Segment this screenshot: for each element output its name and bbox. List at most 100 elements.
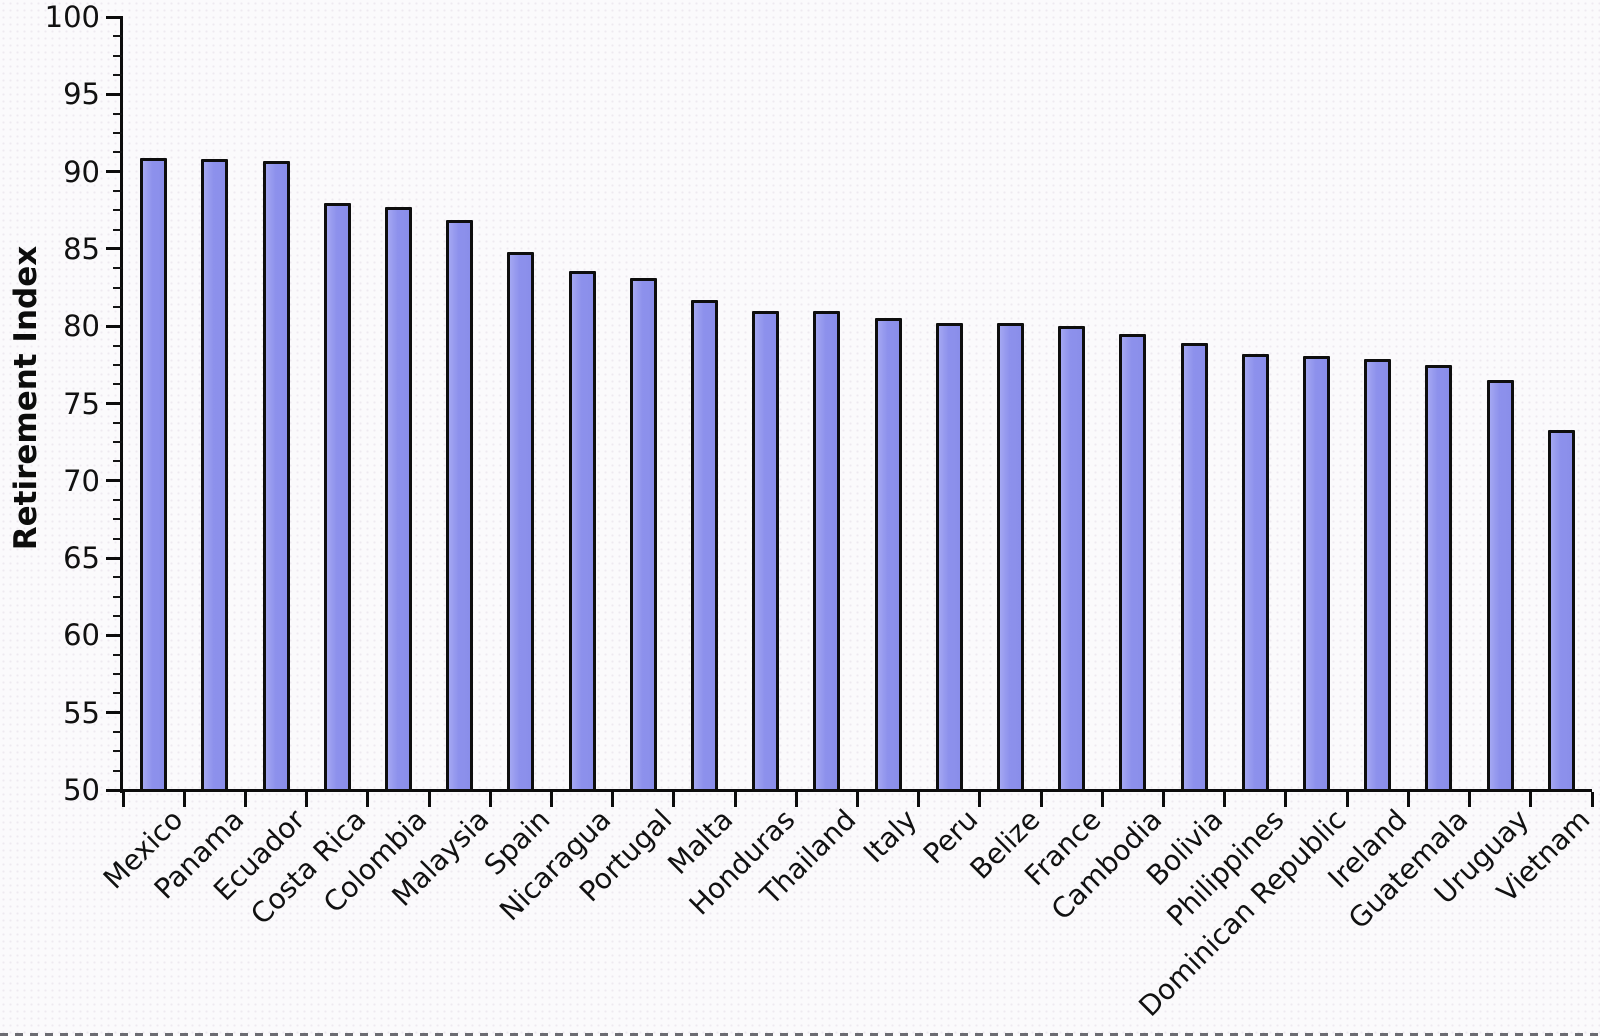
y-minor-tick: [113, 518, 122, 521]
x-tick: [733, 792, 737, 807]
x-tick: [917, 792, 921, 807]
y-tick-label: 75: [63, 386, 100, 421]
y-minor-tick: [113, 305, 122, 308]
y-minor-tick: [113, 421, 122, 424]
x-tick: [856, 792, 859, 807]
y-tick-label: 85: [63, 231, 100, 266]
bar-mexico: [140, 157, 168, 792]
y-minor-tick: [113, 595, 122, 598]
bar-malaysia: [446, 219, 474, 792]
y-tick-label: 60: [63, 618, 100, 653]
bar-spain: [507, 251, 535, 792]
x-tick: [305, 792, 309, 807]
y-tick-label: 80: [63, 309, 100, 344]
x-tick: [611, 792, 615, 807]
x-tick: [121, 792, 125, 807]
bar-uruguay: [1486, 380, 1514, 792]
y-minor-tick: [113, 537, 122, 540]
x-tick: [794, 792, 798, 807]
y-minor-tick: [113, 615, 122, 618]
x-tick: [366, 792, 370, 807]
y-minor-tick: [113, 112, 122, 115]
x-tick: [1406, 792, 1410, 807]
bar-portugal: [629, 278, 657, 792]
x-tick: [978, 792, 982, 807]
bar-guatemala: [1425, 364, 1453, 792]
y-major-tick: [106, 170, 120, 174]
y-minor-tick: [113, 344, 122, 347]
y-axis-line: [120, 16, 123, 793]
x-tick: [427, 792, 431, 807]
y-tick-label: 95: [63, 77, 100, 112]
y-major-tick: [106, 788, 120, 792]
x-tick: [243, 792, 247, 807]
y-minor-tick: [113, 151, 122, 154]
x-tick: [549, 792, 553, 807]
x-axis-line: [120, 789, 1592, 792]
y-major-tick: [106, 92, 120, 96]
x-tick: [182, 792, 186, 807]
y-minor-tick: [113, 750, 122, 753]
y-tick-label: 100: [44, 0, 100, 34]
x-tick: [1223, 792, 1227, 807]
x-tick: [1468, 792, 1472, 807]
y-minor-tick: [113, 576, 122, 579]
bar-france: [1058, 326, 1086, 792]
y-major-tick: [106, 711, 120, 715]
figure-bottom-edge: [0, 1033, 1600, 1036]
bar-panama: [201, 159, 229, 792]
y-minor-tick: [113, 460, 122, 463]
y-minor-tick: [113, 35, 122, 38]
y-tick-label: 70: [63, 463, 100, 498]
y-minor-tick: [113, 731, 122, 734]
y-tick-label: 50: [63, 773, 100, 807]
bar-philippines: [1241, 354, 1269, 792]
x-tick: [1039, 792, 1043, 807]
y-tick-label: 55: [63, 695, 100, 730]
y-minor-tick: [113, 54, 122, 57]
y-minor-tick: [113, 189, 122, 192]
bar-thailand: [813, 310, 841, 792]
y-tick-label: 65: [63, 541, 100, 576]
y-minor-tick: [113, 209, 122, 212]
bar-vietnam: [1547, 429, 1575, 792]
bar-colombia: [384, 207, 412, 792]
y-minor-tick: [113, 692, 122, 695]
bar-cambodia: [1119, 333, 1147, 792]
y-major-tick: [106, 15, 120, 19]
y-minor-tick: [113, 441, 122, 444]
y-minor-tick: [113, 653, 122, 656]
x-tick: [1284, 792, 1288, 807]
y-major-tick: [106, 324, 120, 328]
bar-nicaragua: [568, 270, 596, 792]
y-minor-tick: [113, 673, 122, 676]
x-tick: [1162, 792, 1166, 807]
x-tick: [1345, 792, 1349, 807]
bar-malta: [690, 299, 718, 792]
bar-peru: [935, 323, 963, 792]
y-tick-label: 90: [63, 154, 100, 189]
bar-dominican-republic: [1303, 355, 1331, 792]
bar-italy: [874, 318, 902, 792]
y-major-tick: [106, 633, 120, 637]
y-minor-tick: [113, 286, 122, 289]
bar-belize: [997, 323, 1025, 792]
y-minor-tick: [113, 363, 122, 366]
y-minor-tick: [113, 267, 122, 270]
x-tick: [1529, 792, 1533, 807]
bar-ireland: [1364, 358, 1392, 792]
y-minor-tick: [113, 383, 122, 386]
bar-honduras: [752, 310, 780, 792]
y-major-tick: [106, 402, 120, 405]
y-minor-tick: [113, 73, 122, 76]
y-minor-tick: [113, 769, 122, 772]
x-tick: [488, 792, 492, 807]
y-minor-tick: [113, 499, 122, 502]
x-tick: [672, 792, 676, 807]
y-minor-tick: [113, 131, 122, 134]
bar-ecuador: [262, 160, 290, 792]
y-major-tick: [106, 556, 120, 560]
x-tick: [1100, 792, 1104, 807]
y-major-tick: [106, 247, 120, 251]
